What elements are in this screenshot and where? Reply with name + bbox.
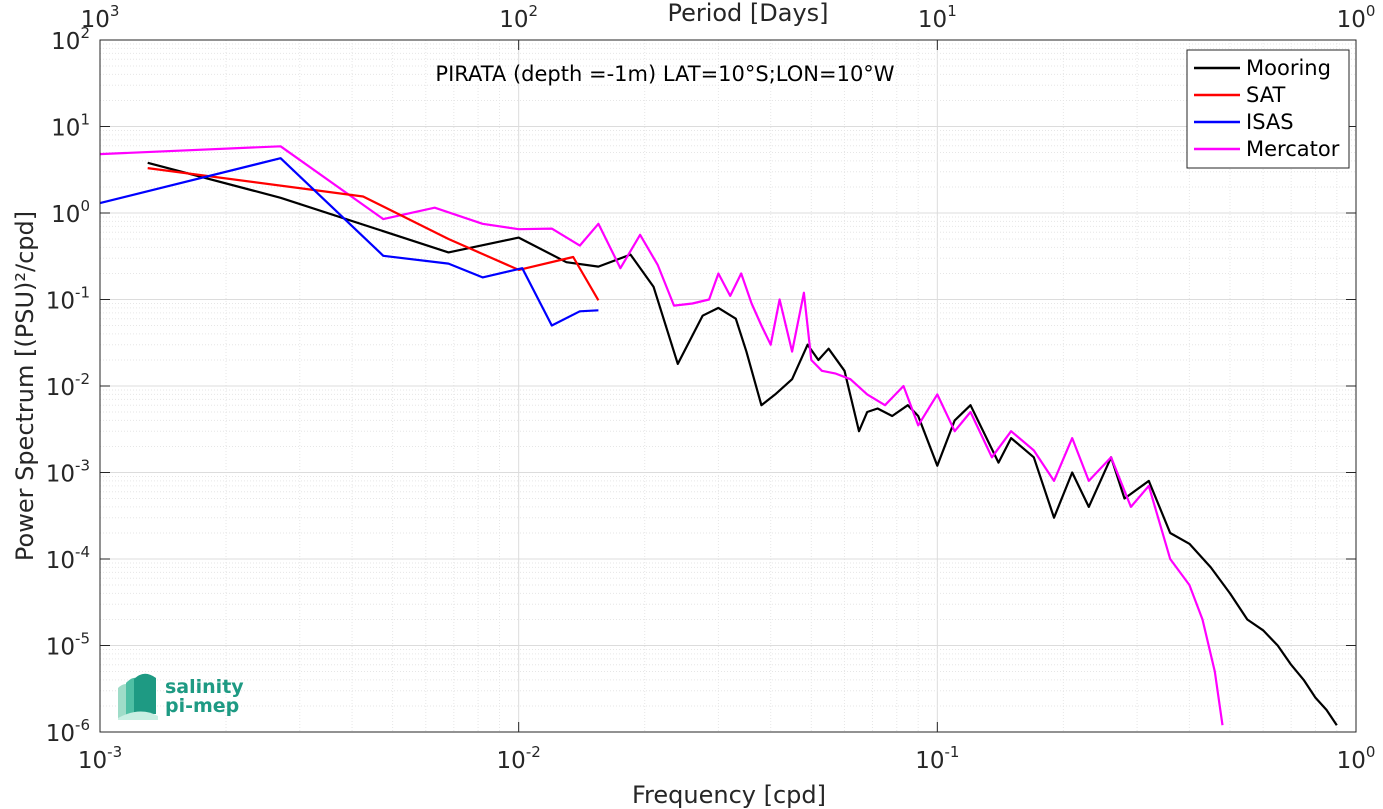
top-tick-label: 100 <box>1337 2 1376 33</box>
legend-label-isas: ISAS <box>1246 110 1294 134</box>
legend: Mooring SAT ISAS Mercator <box>1186 49 1350 169</box>
top-tick-label: 101 <box>918 2 957 33</box>
chart-title: PIRATA (depth =-1m) LAT=10°S;LON=10°W <box>435 62 894 86</box>
y-tick-label: 102 <box>51 24 90 55</box>
top-axis-label: Period [Days] <box>667 0 828 27</box>
y-tick-label: 100 <box>51 197 90 228</box>
salinity-pi-mep-logo: salinity pi-mep <box>118 673 244 720</box>
y-tick-label: 10-4 <box>46 543 90 574</box>
legend-label-mercator: Mercator <box>1246 137 1340 161</box>
series-line-sat <box>147 167 600 301</box>
wave-logo-icon <box>118 673 158 720</box>
logo-line1: salinity <box>165 676 244 698</box>
y-axis-label: Power Spectrum [(PSU)²/cpd] <box>11 211 39 561</box>
legend-label-sat: SAT <box>1246 83 1285 107</box>
logo-line2: pi-mep <box>165 695 239 717</box>
y-tick-label: 10-3 <box>46 457 90 488</box>
x-tick-label: 10-3 <box>78 743 122 774</box>
series-line-mercator <box>99 145 1224 726</box>
top-tick-label: 102 <box>499 2 538 33</box>
series-layer <box>99 145 1338 726</box>
y-tick-label: 10-6 <box>46 716 90 747</box>
x-tick-label: 100 <box>1337 743 1376 774</box>
legend-label-mooring: Mooring <box>1246 56 1331 80</box>
y-tick-label: 10-2 <box>46 370 90 401</box>
top-tick-label: 103 <box>81 2 120 33</box>
x-tick-label: 10-2 <box>497 743 541 774</box>
y-tick-label: 10-5 <box>46 630 90 661</box>
x-tick-label: 10-1 <box>915 743 959 774</box>
series-line-isas <box>99 157 599 327</box>
x-axis-label: Frequency [cpd] <box>632 781 826 809</box>
y-tick-label: 10-1 <box>46 284 90 315</box>
y-tick-label: 101 <box>51 111 90 142</box>
